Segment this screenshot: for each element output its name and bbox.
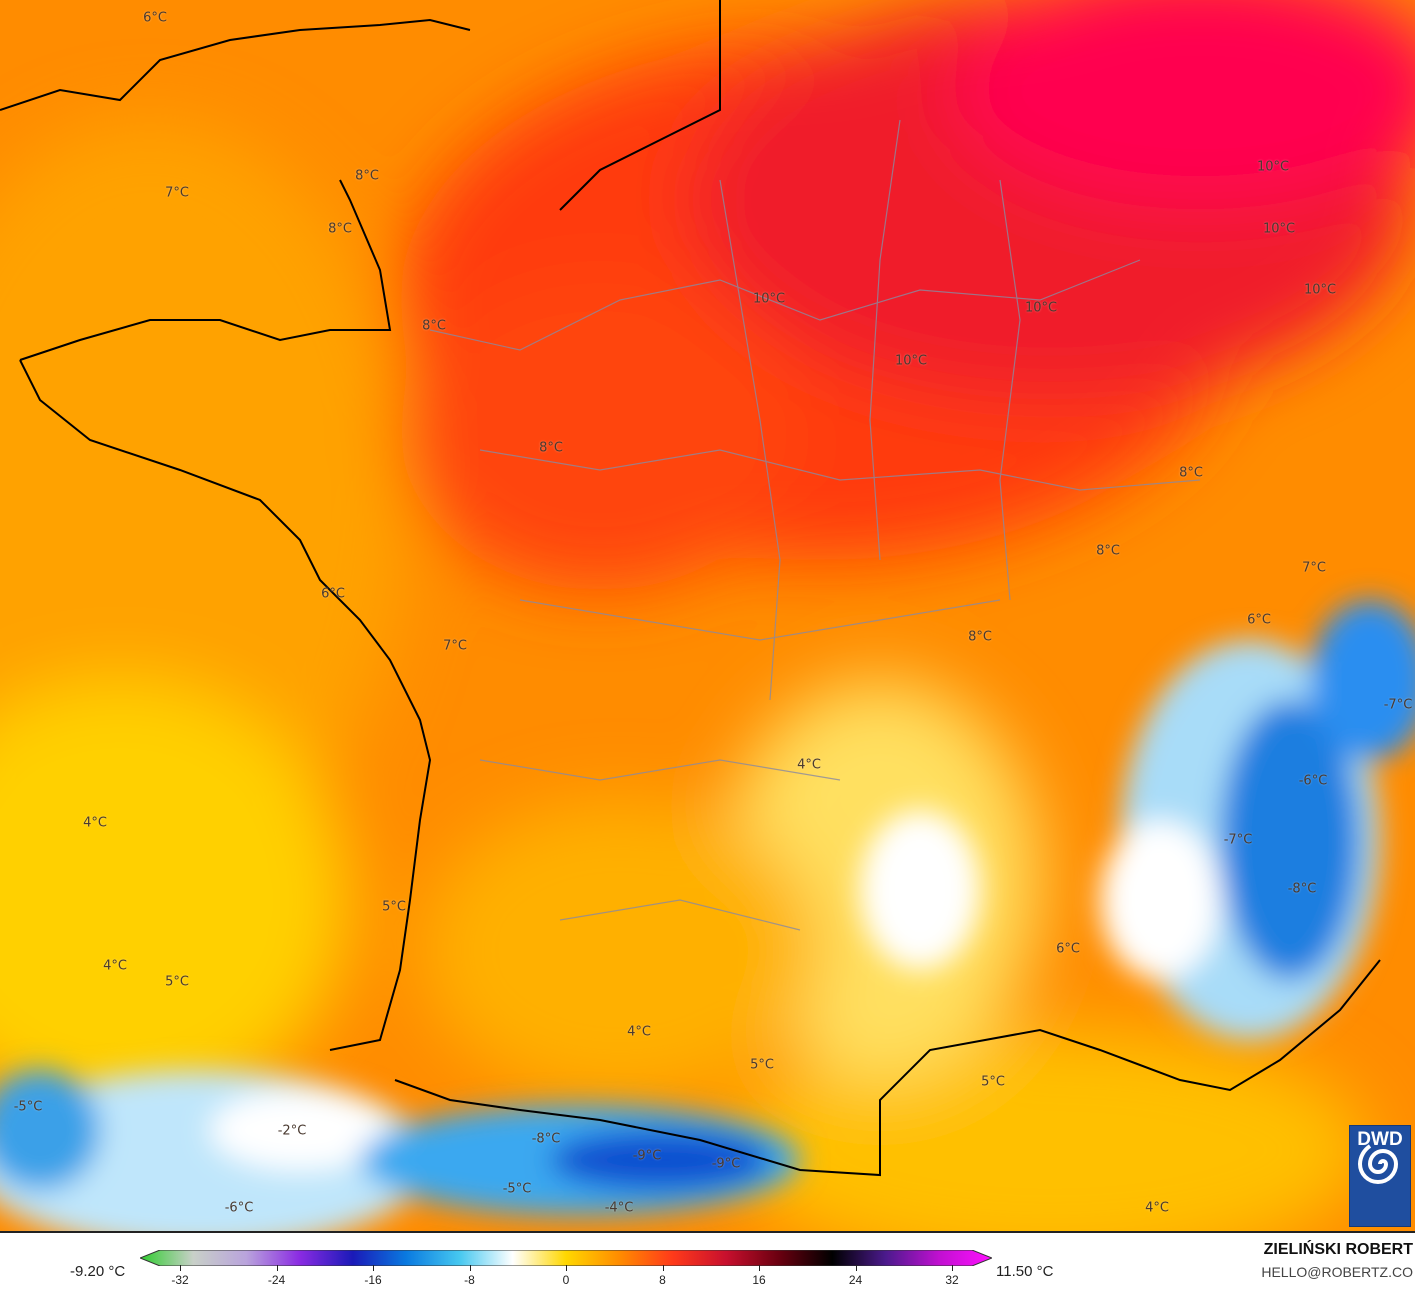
temperature-label: 10°C [1024, 300, 1058, 316]
colorbar-tick-mark [759, 1265, 760, 1271]
temperature-label: 7°C [1302, 560, 1326, 576]
colorbar-tick-label: 0 [562, 1273, 570, 1287]
temperature-label: -5°C [13, 1099, 43, 1115]
temperature-label: 6°C [1247, 612, 1271, 628]
colorbar-tick-mark [952, 1265, 953, 1271]
temperature-label: 7°C [443, 638, 467, 654]
temperature-label: 8°C [1179, 465, 1203, 481]
temperature-label: 10°C [752, 291, 786, 307]
temperature-label: 5°C [382, 899, 406, 915]
colorbar-tick-mark [855, 1265, 857, 1271]
coastline [0, 0, 1381, 1177]
temperature-label: 5°C [981, 1074, 1005, 1090]
colorbar [140, 1250, 992, 1266]
temperature-label: -8°C [1287, 881, 1317, 897]
temperature-label: 8°C [355, 168, 379, 184]
temperature-label: 4°C [1145, 1200, 1169, 1216]
author-email: HELLO@ROBERTZ.CO [1261, 1264, 1413, 1280]
temperature-label: 5°C [750, 1057, 774, 1073]
colorbar-tick-label: 16 [752, 1273, 766, 1287]
colorbar-tick-mark [373, 1265, 374, 1271]
colorbar-tick-label: -8 [464, 1273, 475, 1287]
colorbar-tick-mark [276, 1265, 278, 1271]
temperature-label: -7°C [1383, 697, 1413, 713]
temperature-label: 10°C [1303, 282, 1337, 298]
colorbar-tick-mark [662, 1265, 664, 1271]
colorbar-tick-label: 24 [848, 1273, 863, 1287]
temperature-label: 4°C [83, 815, 107, 831]
temperature-label: 10°C [1256, 159, 1290, 175]
temperature-label: 10°C [1262, 221, 1296, 237]
temperature-label: 6°C [1056, 941, 1080, 957]
temperature-label: -5°C [502, 1181, 532, 1197]
temperature-map[interactable]: 6°C 7°C 8°C 8°C 8°C 10°C 10°C 10°C 10°C 10°C 10°C 8… [0, 0, 1415, 1231]
temperature-label: -9°C [632, 1148, 662, 1164]
temperature-label: 8°C [539, 440, 563, 456]
max-value: 11.50 °C [996, 1263, 1054, 1280]
colorbar-tick-mark [566, 1265, 567, 1271]
temperature-label: 8°C [422, 318, 446, 334]
border-lines [429, 119, 1201, 931]
temperature-label: -6°C [1298, 773, 1328, 789]
colorbar-tick-label: -32 [171, 1273, 189, 1287]
temperature-label: -2°C [277, 1123, 307, 1139]
temperature-label: 6°C [143, 10, 167, 26]
temperature-field [0, 0, 1415, 1231]
temperature-label: 8°C [968, 629, 992, 645]
colorbar-tick-label: 8 [659, 1273, 666, 1287]
temperature-label: -7°C [1223, 832, 1253, 848]
temperature-label: -4°C [604, 1200, 634, 1216]
temperature-label: 10°C [894, 353, 928, 369]
colorbar-tick-label: -16 [364, 1273, 382, 1287]
temperature-label: -9°C [711, 1156, 741, 1172]
author-credit: ZIELIŃSKI ROBERT [1263, 1241, 1413, 1258]
colorbar-tick-mark [180, 1265, 181, 1271]
dwd-logo: DWD [1349, 1125, 1411, 1227]
temperature-label: 5°C [165, 974, 189, 990]
temperature-label: 8°C [328, 221, 352, 237]
temperature-label: 8°C [1096, 543, 1120, 559]
colorbar-tick-label: 32 [945, 1273, 959, 1287]
spiral-icon [1357, 1144, 1399, 1184]
temperature-label: 4°C [103, 958, 127, 974]
temperature-label: 4°C [797, 757, 821, 773]
color-legend: -9.20 °C -32 -24 -16 -8 0 8 16 24 32 11.50 °C ZI… [0, 1231, 1415, 1289]
temperature-label: -6°C [224, 1200, 254, 1216]
min-value: -9.20 °C [70, 1263, 126, 1280]
temperature-label: 4°C [627, 1024, 651, 1040]
temperature-label: 6°C [321, 586, 345, 602]
temperature-label: -8°C [531, 1131, 561, 1147]
colorbar-tick-mark [469, 1265, 471, 1271]
temperature-label: 7°C [165, 185, 189, 201]
colorbar-tick-label: -24 [267, 1273, 286, 1287]
